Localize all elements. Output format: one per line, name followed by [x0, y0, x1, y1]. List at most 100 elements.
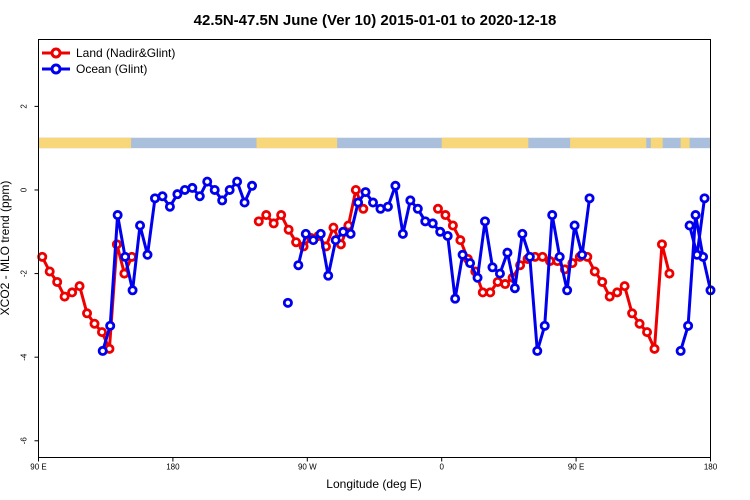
land-series-point — [276, 210, 287, 221]
ocean-series-point — [690, 210, 701, 221]
x-tick-label: 180 — [704, 463, 718, 472]
ocean-series-point — [547, 210, 558, 221]
land-series-point — [664, 268, 675, 279]
land-series-point — [447, 220, 458, 231]
ocean-series-point — [684, 220, 695, 231]
legend-land-label: Land (Nadir&Glint) — [76, 46, 175, 60]
land-series-point — [612, 287, 623, 298]
ocean-series-point — [202, 176, 213, 187]
ocean-series-point — [157, 191, 168, 202]
ocean-series-point — [683, 320, 694, 331]
ocean-series-point — [472, 272, 483, 283]
ocean-series-point — [539, 320, 550, 331]
legend: Land (Nadir&Glint) Ocean (Glint) — [42, 46, 175, 76]
ocean-series-point — [569, 220, 580, 231]
land-series-point — [268, 218, 279, 229]
land-series-point — [96, 327, 107, 338]
ocean-series-point — [142, 249, 153, 260]
land-series-point — [291, 237, 302, 248]
land-series-point — [74, 281, 85, 292]
land-series-point — [59, 291, 70, 302]
land-series-point — [37, 251, 48, 262]
land-series-point — [67, 287, 78, 298]
land-series-point — [440, 210, 451, 221]
land-series-point — [44, 266, 55, 277]
band-land-segment — [38, 137, 123, 149]
ocean-series-point — [217, 195, 228, 206]
ocean-series-point — [282, 297, 293, 308]
ocean-series-point — [524, 251, 535, 262]
ocean-series-point — [487, 262, 498, 273]
land-series-point — [432, 203, 443, 214]
land-series-point — [52, 276, 63, 287]
ocean-series-point — [427, 218, 438, 229]
y-tick-label: 0 — [20, 187, 29, 192]
ocean-series-point — [435, 226, 446, 237]
ocean-series-point — [509, 283, 520, 294]
land-series-point — [589, 266, 600, 277]
ocean-series-point — [517, 228, 528, 239]
ocean-series-point — [323, 270, 334, 281]
legend-ocean-label: Ocean (Glint) — [76, 62, 147, 76]
ocean-series-point — [293, 260, 304, 271]
ocean-series-point — [315, 228, 326, 239]
band-land-segment — [256, 137, 338, 149]
ocean-series-point — [382, 201, 393, 212]
band-land-segment — [119, 137, 132, 149]
ocean-series-point — [135, 220, 146, 231]
chart-title: 42.5N-47.5N June (Ver 10) 2015-01-01 to … — [194, 12, 557, 29]
land-series-point — [604, 291, 615, 302]
ocean-series-point — [494, 268, 505, 279]
ocean-series-point — [112, 210, 123, 221]
ocean-series-point — [699, 193, 710, 204]
ocean-series-point — [502, 247, 513, 258]
band-land-segment — [570, 137, 647, 149]
land-ocean-band — [38, 137, 711, 149]
land-series-point — [253, 216, 264, 227]
land-series-point — [500, 279, 511, 290]
ocean-series-point — [232, 176, 243, 187]
land-series-line — [40, 242, 134, 351]
ocean-series-point — [353, 197, 364, 208]
ocean-series-line — [679, 213, 712, 352]
ocean-series-point — [412, 203, 423, 214]
y-axis-label: XCO2 - MLO trend (ppm) — [0, 181, 12, 316]
ocean-series-point — [692, 249, 703, 260]
ocean-series-point — [97, 345, 108, 356]
ocean-series-point — [360, 187, 371, 198]
band-land-segment — [680, 137, 690, 149]
y-tick-label: -6 — [20, 437, 29, 445]
land-series-point — [642, 327, 653, 338]
ocean-series-point — [368, 197, 379, 208]
ocean-series-point — [480, 216, 491, 227]
y-tick-label: -4 — [20, 353, 29, 361]
ocean-series-point — [187, 182, 198, 193]
ocean-series-point — [577, 249, 588, 260]
ocean-series-point — [457, 249, 468, 260]
ocean-series-point — [194, 191, 205, 202]
ocean-series-point — [105, 320, 116, 331]
ocean-series-point — [209, 184, 220, 195]
ocean-series-point — [172, 189, 183, 200]
ocean-series-point — [675, 345, 686, 356]
land-series-point — [485, 287, 496, 298]
legend-land-marker — [50, 47, 62, 59]
land-series-point — [358, 203, 369, 214]
ocean-series-point — [584, 193, 595, 204]
land-series-point — [328, 222, 339, 233]
band-land-segment — [650, 137, 663, 149]
ocean-series-point — [239, 197, 250, 208]
ocean-series-point — [554, 251, 565, 262]
ocean-series-point — [224, 184, 235, 195]
land-series-point — [261, 210, 272, 221]
land-series-point — [455, 235, 466, 246]
ocean-series-point — [330, 235, 341, 246]
ocean-series-point — [308, 235, 319, 246]
land-series-point — [656, 239, 667, 250]
x-axis-label: Longitude (deg E) — [326, 477, 421, 491]
ocean-series-point — [247, 180, 258, 191]
land-series-point — [597, 276, 608, 287]
x-tick-label: 180 — [166, 463, 180, 472]
land-series-point — [619, 281, 630, 292]
